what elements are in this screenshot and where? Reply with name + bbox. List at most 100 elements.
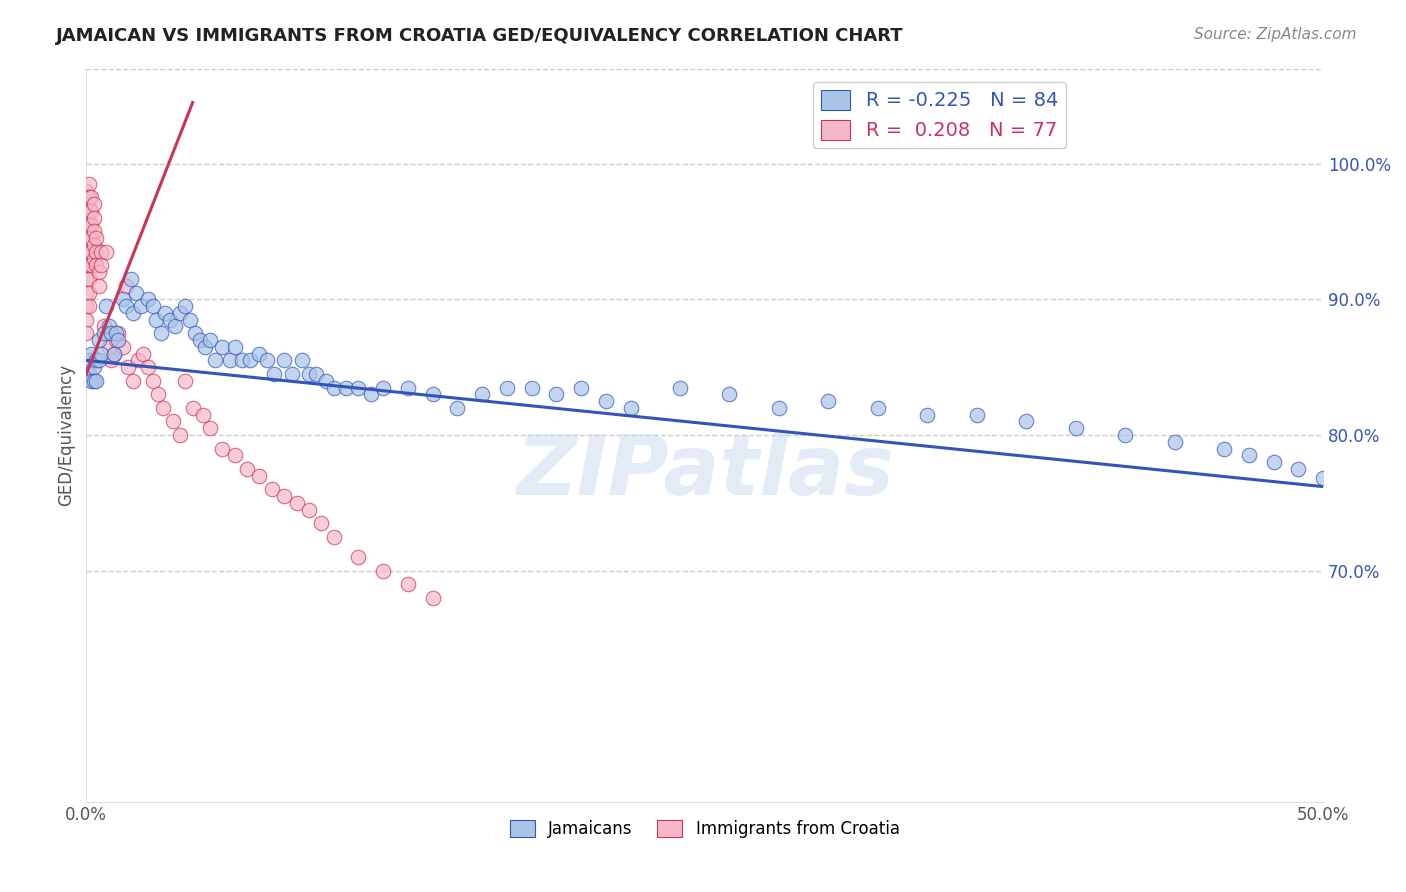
Point [77, 190, 100, 204]
Point [77, 258, 100, 272]
Point [347, 550, 370, 565]
Point [75, 312, 97, 326]
Point [83, 211, 105, 225]
Point [90, 258, 112, 272]
Point [142, 299, 165, 313]
Point [117, 360, 139, 375]
Point [231, 353, 253, 368]
Point [204, 353, 226, 368]
Point [273, 489, 295, 503]
Point [249, 346, 271, 360]
Point [315, 374, 337, 388]
Point [322, 380, 344, 394]
Point [1263, 455, 1285, 469]
Point [595, 394, 617, 409]
Point [83, 360, 105, 375]
Point [322, 530, 344, 544]
Point [159, 312, 181, 326]
Point [520, 380, 543, 394]
Point [224, 340, 246, 354]
Point [285, 496, 308, 510]
Point [290, 353, 312, 368]
Point [495, 380, 517, 394]
Point [236, 462, 259, 476]
Point [87, 333, 110, 347]
Point [191, 408, 214, 422]
Point [347, 380, 370, 394]
Point [273, 353, 295, 368]
Point [84, 353, 107, 368]
Point [146, 387, 169, 401]
Point [83, 238, 105, 252]
Point [917, 408, 939, 422]
Point [84, 374, 107, 388]
Point [162, 415, 184, 429]
Point [129, 299, 152, 313]
Point [77, 299, 100, 313]
Text: JAMAICAN VS IMMIGRANTS FROM CROATIA GED/EQUIVALENCY CORRELATION CHART: JAMAICAN VS IMMIGRANTS FROM CROATIA GED/… [56, 27, 904, 45]
Point [211, 340, 233, 354]
Point [422, 591, 444, 605]
Point [75, 204, 97, 219]
Point [80, 346, 103, 360]
Point [211, 442, 233, 456]
Point [94, 299, 117, 313]
Point [122, 306, 145, 320]
Point [93, 326, 115, 341]
Text: Source: ZipAtlas.com: Source: ZipAtlas.com [1194, 27, 1357, 42]
Point [107, 333, 129, 347]
Point [136, 293, 159, 307]
Point [75, 285, 97, 300]
Point [103, 346, 125, 360]
Point [112, 340, 135, 354]
Point [75, 258, 97, 272]
Point [298, 367, 321, 381]
Point [280, 367, 302, 381]
Point [84, 231, 107, 245]
Point [120, 272, 142, 286]
Point [80, 231, 103, 245]
Point [75, 197, 97, 211]
Point [104, 333, 127, 347]
Point [80, 218, 103, 232]
Point [97, 319, 120, 334]
Point [238, 353, 260, 368]
Point [145, 312, 167, 326]
Point [75, 218, 97, 232]
Point [122, 374, 145, 388]
Point [132, 346, 155, 360]
Point [100, 353, 122, 368]
Point [83, 197, 105, 211]
Point [371, 564, 394, 578]
Point [77, 285, 100, 300]
Point [194, 340, 217, 354]
Point [263, 367, 285, 381]
Point [335, 380, 357, 394]
Point [90, 346, 112, 360]
Point [619, 401, 641, 415]
Point [1286, 462, 1309, 476]
Point [152, 401, 174, 415]
Point [198, 333, 221, 347]
Point [249, 468, 271, 483]
Point [77, 204, 100, 219]
Point [84, 244, 107, 259]
Point [1237, 449, 1260, 463]
Point [181, 401, 204, 415]
Point [360, 387, 382, 401]
Point [87, 265, 110, 279]
Point [115, 299, 138, 313]
Point [75, 272, 97, 286]
Point [718, 387, 741, 401]
Point [77, 353, 100, 368]
Point [669, 380, 692, 394]
Point [174, 299, 197, 313]
Point [569, 380, 592, 394]
Text: ZIPatlas: ZIPatlas [516, 431, 894, 512]
Point [311, 516, 333, 531]
Point [866, 401, 889, 415]
Point [396, 577, 419, 591]
Point [103, 346, 125, 360]
Point [77, 218, 100, 232]
Point [77, 177, 100, 191]
